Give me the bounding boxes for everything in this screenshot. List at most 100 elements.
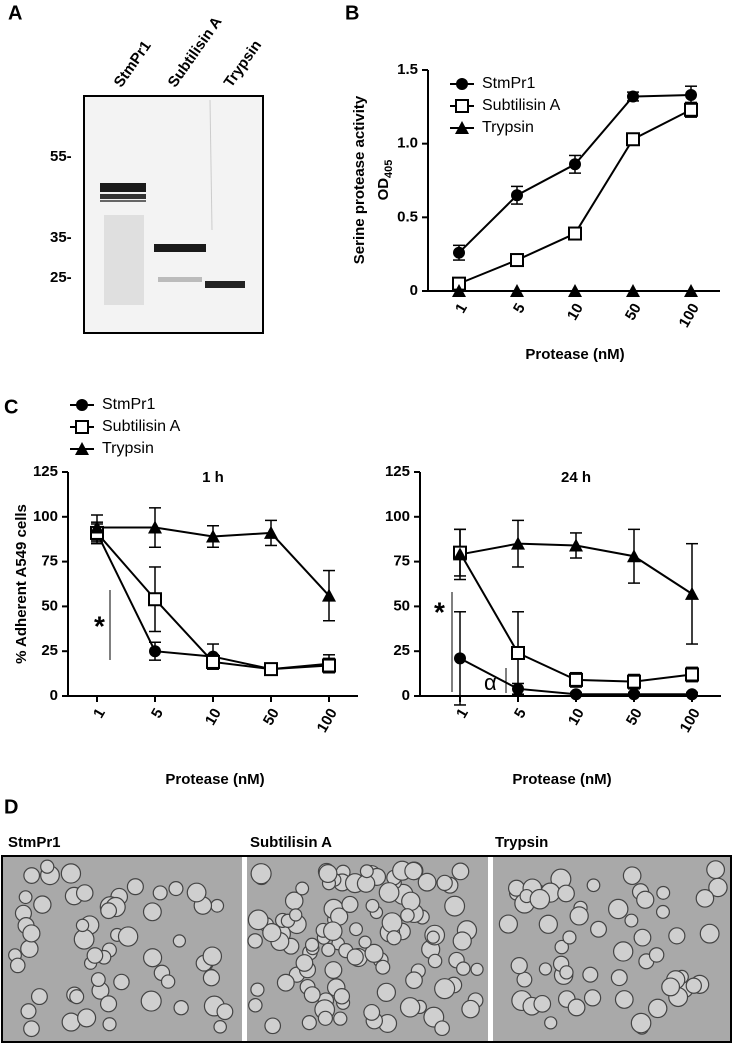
cell [173,1000,189,1016]
cell [295,881,310,896]
cell [668,927,686,945]
y-tick-label: 125 [385,463,410,480]
cell [381,912,403,934]
marker [569,672,583,687]
marker [511,536,525,550]
y-tick-label: 125 [33,463,58,480]
cell [100,902,118,920]
x-axis-label: Protease (nM) [512,771,611,788]
marker [512,682,524,695]
cell [160,974,176,989]
cell [23,867,41,884]
marker [148,520,162,534]
panel-label: A [8,2,22,24]
cell [444,895,466,917]
marker [686,688,698,701]
x-tick-label: 100 [314,705,341,735]
y-axis-label: Serine protease activity [351,95,368,264]
cell [401,891,421,912]
cell [142,948,163,968]
cell [554,939,570,955]
mw-marker: 25- [50,269,72,286]
cell [699,923,720,944]
legend-marker [455,99,469,113]
cell [436,874,453,892]
panel-label: B [345,2,359,24]
marker [568,284,582,297]
cell [264,1017,282,1035]
gel-smear [104,215,144,305]
mw-marker: 55- [50,148,72,165]
cell [376,982,397,1002]
y-tick-label: 25 [41,642,58,659]
cell [102,1017,117,1032]
legend-label: Subtilisin A [482,97,561,114]
marker [454,652,466,665]
cell [647,998,668,1019]
y-axis-label: % Adherent A549 cells [13,504,30,664]
x-axis-label: Protease (nM) [165,771,264,788]
legend-marker [76,399,88,411]
marker [569,158,581,171]
cell [622,866,642,886]
cell [113,973,130,991]
marker [511,645,525,660]
x-tick-label: 5 [510,300,529,316]
cell [557,884,575,903]
legend-marker [456,78,468,90]
cell [426,930,440,944]
cell [685,977,702,994]
marker [626,284,640,297]
cell [20,939,39,958]
cell [451,862,470,881]
cell [250,982,265,997]
cell [318,864,338,884]
cell [9,957,26,974]
x-tick-label: 1 [452,300,471,316]
lane-label: Trypsin [221,37,266,90]
gel-band [100,183,146,192]
cell [359,864,374,879]
y-tick-label: 0 [50,687,58,704]
cell [18,890,33,905]
marker [510,284,524,297]
cell [386,930,402,946]
cell [40,859,55,874]
y-axis-label-text: OD [375,178,392,201]
cell [375,959,391,975]
cell [317,1010,334,1026]
marker [568,226,582,241]
marker [684,102,698,117]
chart-title: 24 h [561,469,591,486]
cell [655,904,670,919]
cell [544,1016,558,1030]
marker [264,525,278,539]
lane-label: Subtilisin A [165,14,226,91]
mw-marker: 35- [50,229,72,246]
cell [400,908,415,923]
y-tick-label: 0 [410,282,418,299]
cell [210,898,225,913]
x-tick-label: 1 [453,705,472,721]
cell [142,902,162,922]
cell [186,882,207,903]
cell [172,934,187,948]
cell [323,921,343,941]
y-tick-label: 100 [385,508,410,525]
x-tick-label: 5 [511,705,530,721]
x-tick-label: 50 [623,705,646,728]
cell [216,1003,234,1021]
x-tick-label: 100 [676,300,703,330]
cell [656,885,671,900]
cell [529,888,551,910]
cell [301,1015,317,1031]
x-tick-label: 1 [90,705,109,721]
marker [149,645,161,658]
cell [247,933,263,949]
cell [90,972,106,987]
y-tick-label: 1.5 [397,61,418,78]
cell [636,890,655,909]
y-tick-label: 100 [33,508,58,525]
cell [583,989,602,1007]
